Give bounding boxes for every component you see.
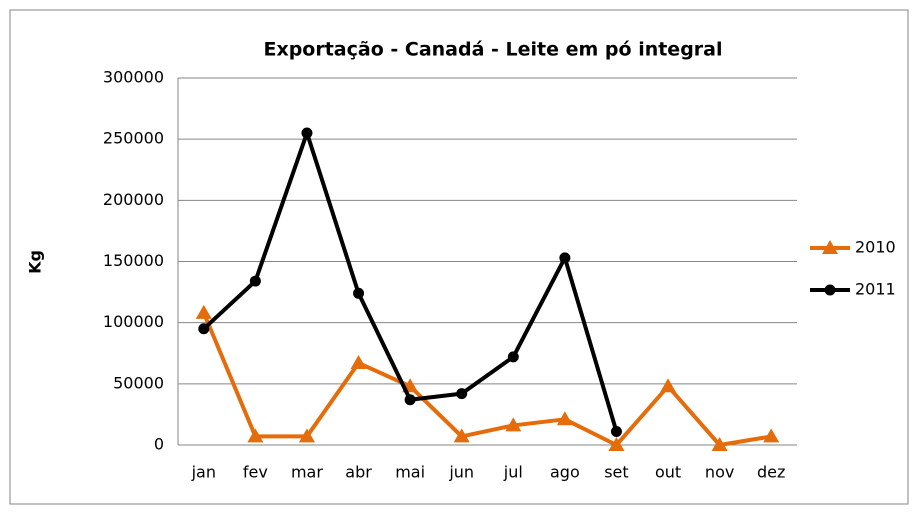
triangle-marker xyxy=(763,428,780,443)
x-tick-label: jan xyxy=(191,463,216,482)
circle-marker xyxy=(404,394,416,406)
triangle-marker xyxy=(711,437,728,451)
x-tick-label: mai xyxy=(395,463,425,482)
circle-marker xyxy=(610,426,622,438)
x-tick-label: set xyxy=(604,463,628,482)
x-tick-label: ago xyxy=(550,463,580,482)
x-tick-label: abr xyxy=(345,463,372,482)
y-tick-label: 200000 xyxy=(103,190,164,209)
circle-marker xyxy=(301,127,313,139)
y-tick-label: 100000 xyxy=(103,312,164,331)
triangle-marker xyxy=(822,240,838,254)
circle-marker xyxy=(559,252,571,264)
series-line xyxy=(201,312,772,447)
triangle-marker xyxy=(608,437,625,451)
circle-marker xyxy=(456,388,468,400)
triangle-marker xyxy=(350,355,367,370)
triangle-marker xyxy=(453,428,470,443)
triangle-marker xyxy=(195,304,212,319)
circle-marker xyxy=(353,287,365,299)
chart-title: Exportação - Canadá - Leite em pó integr… xyxy=(263,39,722,61)
y-axis-label: Kg xyxy=(26,250,45,274)
x-tick-label: jun xyxy=(448,463,474,482)
circle-marker xyxy=(824,284,836,296)
x-tick-label: fev xyxy=(243,463,268,482)
x-tick-label: out xyxy=(655,463,681,482)
x-tick-label: mar xyxy=(291,463,323,482)
y-tick-label: 0 xyxy=(154,435,164,454)
legend-label: 2011 xyxy=(855,280,896,299)
y-tick-label: 300000 xyxy=(103,68,164,87)
x-tick-label: nov xyxy=(705,463,734,482)
triangle-marker xyxy=(556,411,573,426)
triangle-marker xyxy=(298,428,315,443)
triangle-marker xyxy=(247,428,264,443)
circle-marker xyxy=(507,351,519,363)
x-tick-label: jul xyxy=(503,463,523,482)
x-tick-label: dez xyxy=(757,463,785,482)
circle-marker xyxy=(198,323,210,335)
y-tick-label: 250000 xyxy=(103,129,164,148)
y-tick-label: 150000 xyxy=(103,251,164,270)
legend-label: 2010 xyxy=(855,238,896,257)
triangle-marker xyxy=(505,417,522,432)
circle-marker xyxy=(249,275,261,287)
y-tick-label: 50000 xyxy=(113,373,164,392)
triangle-marker xyxy=(660,378,677,393)
chart-border xyxy=(9,9,909,505)
